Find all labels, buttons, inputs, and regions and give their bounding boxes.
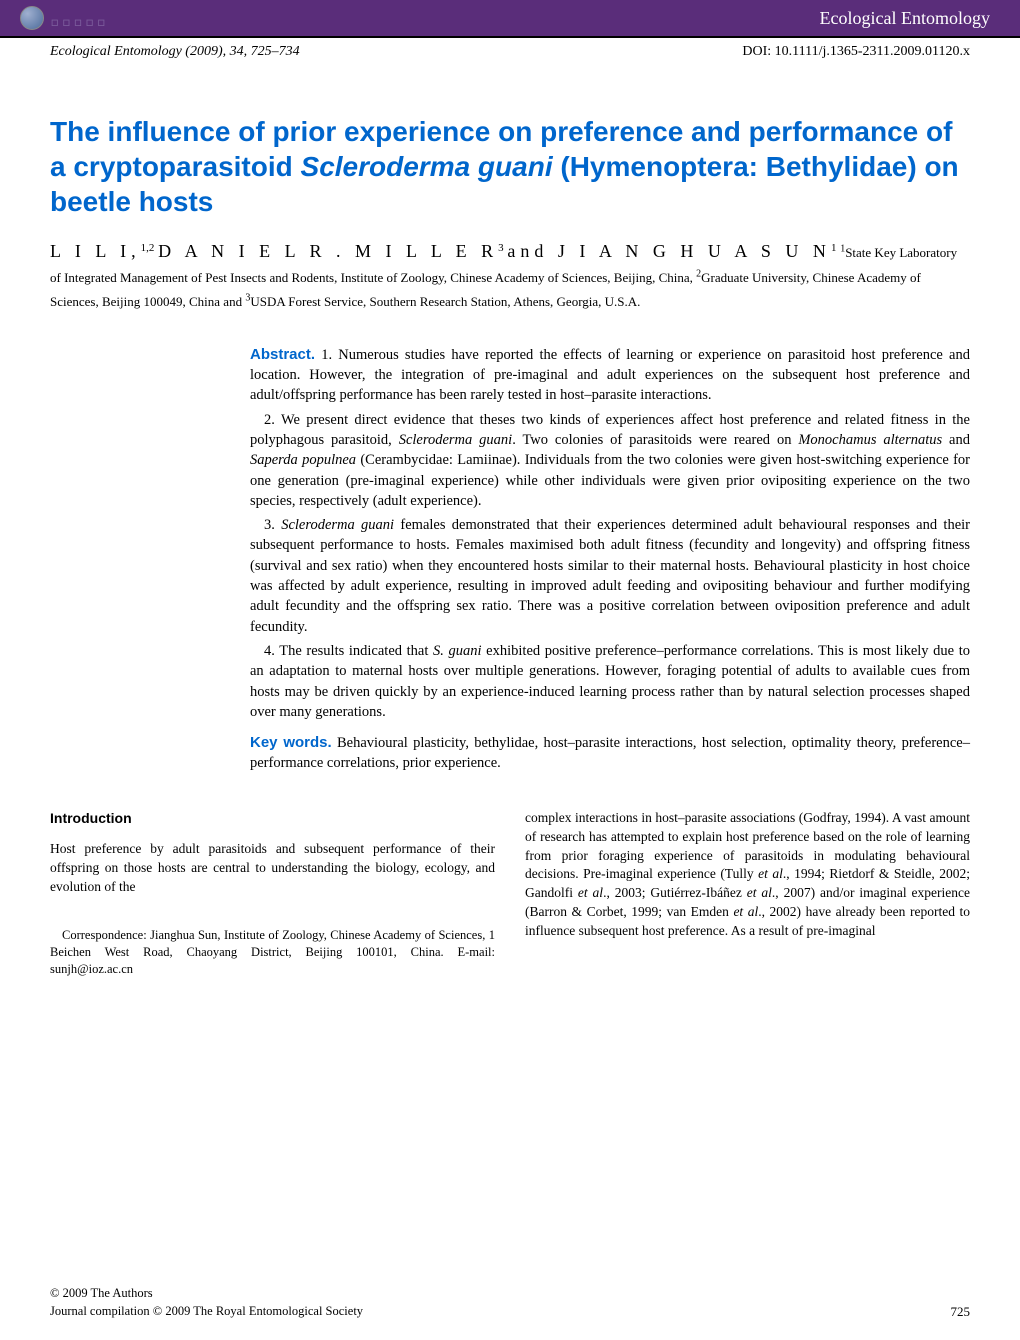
- keywords-text: Behavioural plasticity, bethylidae, host…: [250, 735, 970, 771]
- page-footer: © 2009 The Authors Journal compilation ©…: [50, 1285, 970, 1320]
- abstract-p4: 4. The results indicated that S. guani e…: [250, 641, 970, 722]
- author-3: and J I A N G H U A S U N: [507, 241, 831, 261]
- intro-para: Host preference by adult parasitoids and…: [50, 840, 495, 897]
- abstract-p1-text: 1. Numerous studies have reported the ef…: [250, 347, 970, 404]
- keywords-label: Key words.: [250, 734, 332, 751]
- article-title: The influence of prior experience on pre…: [50, 114, 970, 219]
- doi-text: DOI: 10.1111/j.1365-2311.2009.01120.x: [742, 44, 970, 60]
- abstract-p2: 2. We present direct evidence that these…: [250, 410, 970, 511]
- footer-left: © 2009 The Authors Journal compilation ©…: [50, 1285, 363, 1320]
- body-two-column: Introduction Host preference by adult pa…: [50, 809, 970, 978]
- author-1: L I L I,: [50, 241, 141, 261]
- abstract-block: Abstract. 1. Numerous studies have repor…: [250, 344, 970, 774]
- journal-top-bar: ▫▫▫▫▫ Ecological Entomology: [0, 0, 1020, 36]
- compilation-text: Journal compilation © 2009 The Royal Ent…: [50, 1303, 363, 1321]
- authors-block: L I L I,1,2 D A N I E L R . M I L L E R3…: [50, 237, 970, 314]
- page-number: 725: [951, 1304, 971, 1320]
- journal-name-label: Ecological Entomology: [820, 8, 990, 29]
- author-2-sup: 3: [498, 242, 504, 254]
- main-content: The influence of prior experience on pre…: [0, 64, 1020, 998]
- title-text: The influence of prior experience on pre…: [50, 116, 959, 217]
- affil-3: USDA Forest Service, Southern Research S…: [250, 294, 640, 309]
- abstract-p1: Abstract. 1. Numerous studies have repor…: [250, 344, 970, 406]
- header-citation-row: Ecological Entomology (2009), 34, 725–73…: [0, 38, 1020, 64]
- author-3-sup: 1: [831, 242, 837, 254]
- intro-heading: Introduction: [50, 809, 495, 829]
- correspondence-block: Correspondence: Jianghua Sun, Institute …: [50, 927, 495, 978]
- col2-para: complex interactions in host–parasite as…: [525, 809, 970, 941]
- copyright-text: © 2009 The Authors: [50, 1285, 363, 1303]
- publisher-orb-icon: [20, 6, 44, 30]
- right-column: complex interactions in host–parasite as…: [525, 809, 970, 978]
- abstract-label: Abstract.: [250, 346, 315, 363]
- abstract-p3: 3. Scleroderma guani females demonstrate…: [250, 515, 970, 637]
- author-1-sup: 1,2: [141, 242, 155, 254]
- author-2: D A N I E L R . M I L L E R: [158, 241, 498, 261]
- decorative-pattern: ▫▫▫▫▫: [50, 12, 108, 31]
- citation-text: Ecological Entomology (2009), 34, 725–73…: [50, 44, 300, 60]
- left-column: Introduction Host preference by adult pa…: [50, 809, 495, 978]
- keywords-block: Key words. Behavioural plasticity, bethy…: [250, 732, 970, 774]
